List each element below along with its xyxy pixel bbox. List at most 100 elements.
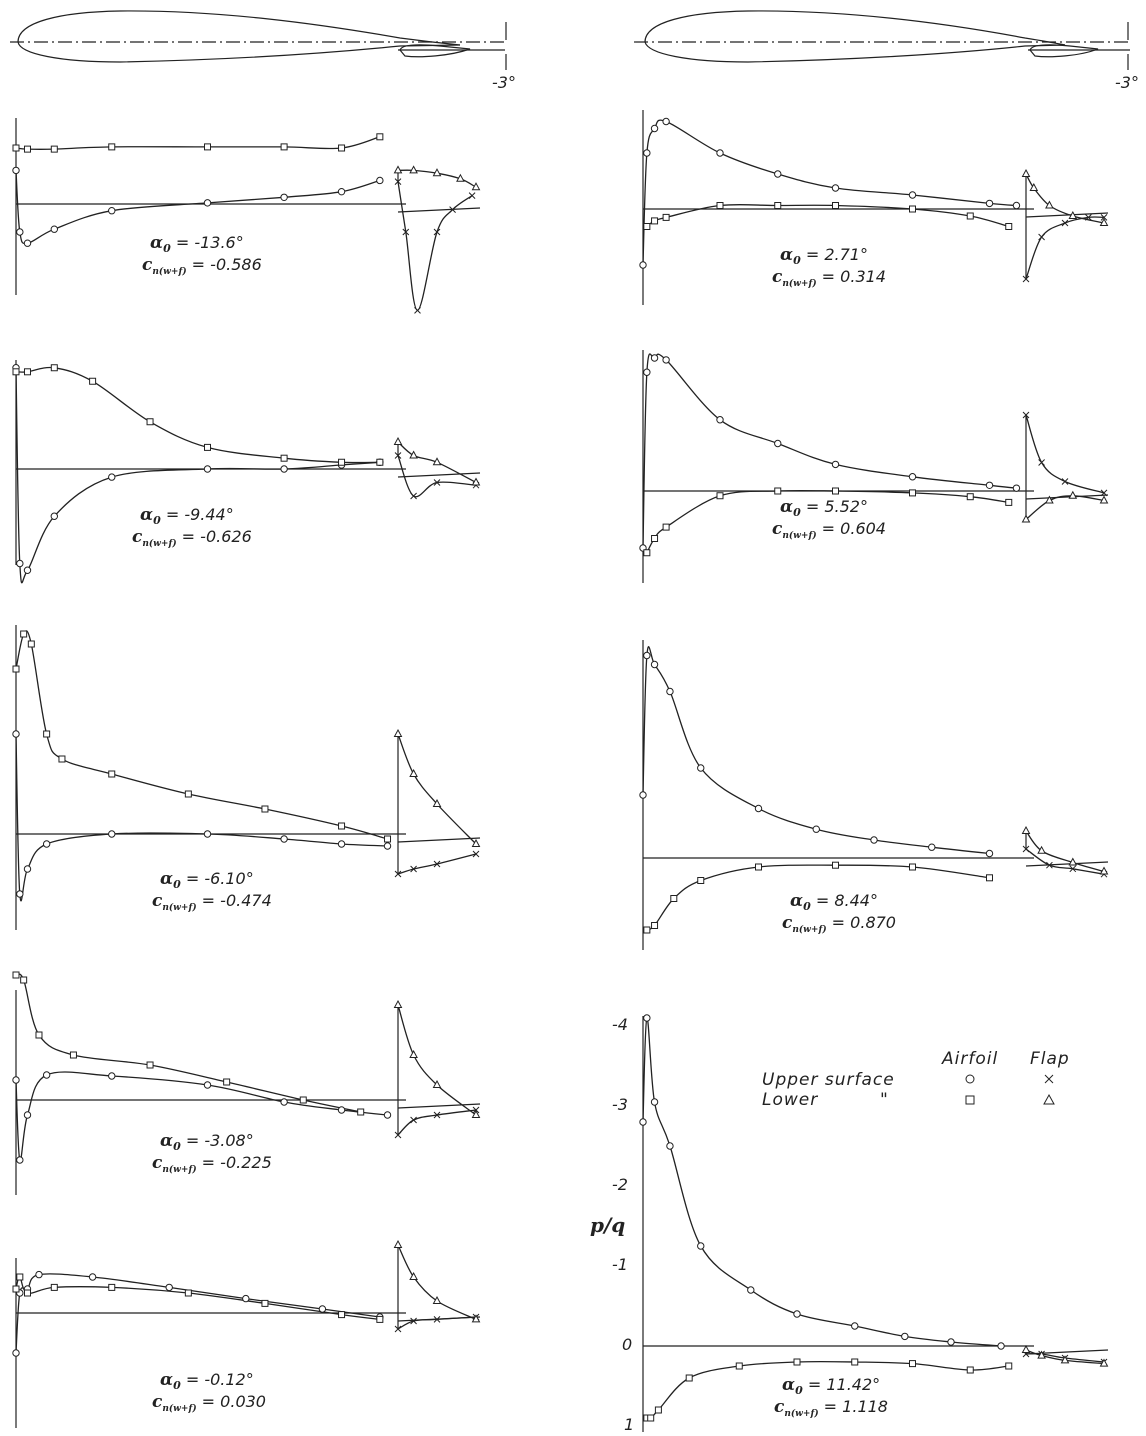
- flap-lower-curve: [397, 1004, 477, 1116]
- upper-point: [851, 1322, 859, 1330]
- upper-point: [337, 187, 346, 196]
- upper-point: [203, 1081, 212, 1089]
- flap-lower-point: [1099, 217, 1109, 226]
- legend-col-airfoil: Airfoil: [941, 1049, 998, 1069]
- upper-point: [985, 481, 994, 489]
- alpha-value: = -9.44°: [161, 505, 234, 524]
- lower-point: [755, 863, 762, 871]
- lower-point: [909, 489, 916, 497]
- y-tick-label: -3: [612, 1095, 628, 1114]
- flap-upper-point: [410, 492, 417, 500]
- flap-lower-curve: [397, 733, 477, 845]
- flap-lower-point: [456, 173, 465, 182]
- y-tick-label: -2: [612, 1175, 628, 1194]
- lower-point: [280, 454, 288, 462]
- lower-point: [338, 822, 346, 830]
- lower-point: [89, 377, 97, 385]
- panel-5: α0 = -6.10°cn(w+f) = -0.474: [12, 625, 481, 930]
- airfoil-section-left: [10, 10, 507, 70]
- lower-point: [338, 1311, 346, 1319]
- lower-point: [966, 493, 974, 501]
- lower-point: [50, 1283, 58, 1291]
- flap-lower-point: [1021, 514, 1031, 523]
- flap-upper-point: [1100, 214, 1108, 221]
- flap-upper-point: [394, 452, 402, 459]
- panel-1: α0 = -13.6°cn(w+f) = -0.586: [12, 118, 481, 314]
- flap-upper-point: [394, 870, 402, 878]
- lower-point: [35, 1031, 43, 1039]
- flap-upper-point: [1022, 845, 1030, 853]
- cn-subscript: n(w+f): [782, 278, 816, 289]
- lower-point: [662, 523, 670, 531]
- flap-lower-point: [1068, 490, 1078, 499]
- upper-point: [108, 1072, 116, 1080]
- upper-point: [42, 1071, 51, 1079]
- lower-point: [23, 1289, 31, 1297]
- flap-upper-point: [1061, 219, 1069, 227]
- y-tick-label: -4: [612, 1015, 628, 1034]
- flap-upper-curve: [397, 1109, 477, 1136]
- lower-surface-curve: [15, 136, 380, 150]
- upper-surface-curve: [15, 367, 380, 584]
- lower-point: [108, 770, 116, 778]
- upper-point: [985, 199, 994, 208]
- lower-point: [909, 863, 916, 871]
- flap-upper-point: [433, 860, 441, 868]
- y-tick-label: 0: [622, 1335, 632, 1354]
- legend-lower-airfoil-marker: [965, 1095, 975, 1105]
- lower-surface-curve: [15, 973, 361, 1113]
- legend-lower-flap-marker: [1043, 1093, 1055, 1105]
- upper-point: [35, 1270, 43, 1279]
- flap-upper-point: [433, 479, 441, 486]
- lower-point: [697, 877, 705, 884]
- lower-point: [261, 1299, 269, 1307]
- upper-point: [383, 1111, 392, 1119]
- panel-7: α0 = -3.08°cn(w+f) = -0.225: [12, 971, 481, 1195]
- upper-surface-curve: [15, 170, 380, 245]
- cn-subscript: n(w+f): [162, 1164, 196, 1175]
- flap-zero-line: [1025, 494, 1109, 500]
- upper-point: [908, 191, 917, 199]
- lower-surface-curve: [15, 366, 380, 464]
- lower-point: [184, 1289, 192, 1297]
- flap-angle-label-left: -3°: [492, 73, 516, 92]
- alpha-label: α0 = -9.44°: [140, 505, 234, 527]
- lower-surface-curve: [646, 203, 1009, 228]
- lower-point: [16, 1273, 24, 1281]
- legend-upper-flap-marker: [1044, 1074, 1054, 1084]
- upper-point: [908, 473, 917, 481]
- flap-lower-curve: [397, 441, 477, 484]
- lower-point: [774, 202, 782, 209]
- lower-point: [384, 835, 392, 843]
- upper-point: [947, 1338, 955, 1346]
- flap-upper-curve: [1025, 1353, 1105, 1363]
- lower-point: [146, 418, 154, 426]
- upper-point: [650, 124, 659, 133]
- lower-point: [851, 1358, 859, 1366]
- upper-point: [12, 730, 20, 738]
- upper-point: [12, 1076, 20, 1084]
- flap-lower-point: [471, 838, 481, 847]
- upper-point: [716, 149, 724, 157]
- alpha-label: α0 = -13.6°: [150, 233, 244, 255]
- upper-point: [23, 1111, 32, 1119]
- cn-label: cn(w+f) = -0.225: [152, 1153, 272, 1175]
- flap-upper-point: [1085, 214, 1092, 221]
- upper-point: [697, 1242, 705, 1250]
- cn-label: cn(w+f) = -0.586: [142, 255, 262, 277]
- upper-point: [203, 199, 212, 207]
- flap-lower-point: [432, 1079, 442, 1088]
- upper-point: [901, 1332, 909, 1341]
- cn-subscript: n(w+f): [152, 266, 186, 277]
- panel-2: α0 = 2.71°cn(w+f) = 0.314: [639, 110, 1109, 305]
- lower-point: [261, 805, 269, 813]
- lower-point: [735, 1362, 743, 1370]
- alpha-subscript: 0: [173, 1379, 181, 1392]
- lower-point: [376, 133, 384, 141]
- lower-point: [716, 202, 724, 209]
- upper-point: [23, 239, 32, 247]
- flap-lower-point: [432, 1295, 442, 1304]
- flap-upper-point: [433, 228, 441, 236]
- lower-point: [23, 145, 31, 153]
- lower-point: [12, 665, 20, 673]
